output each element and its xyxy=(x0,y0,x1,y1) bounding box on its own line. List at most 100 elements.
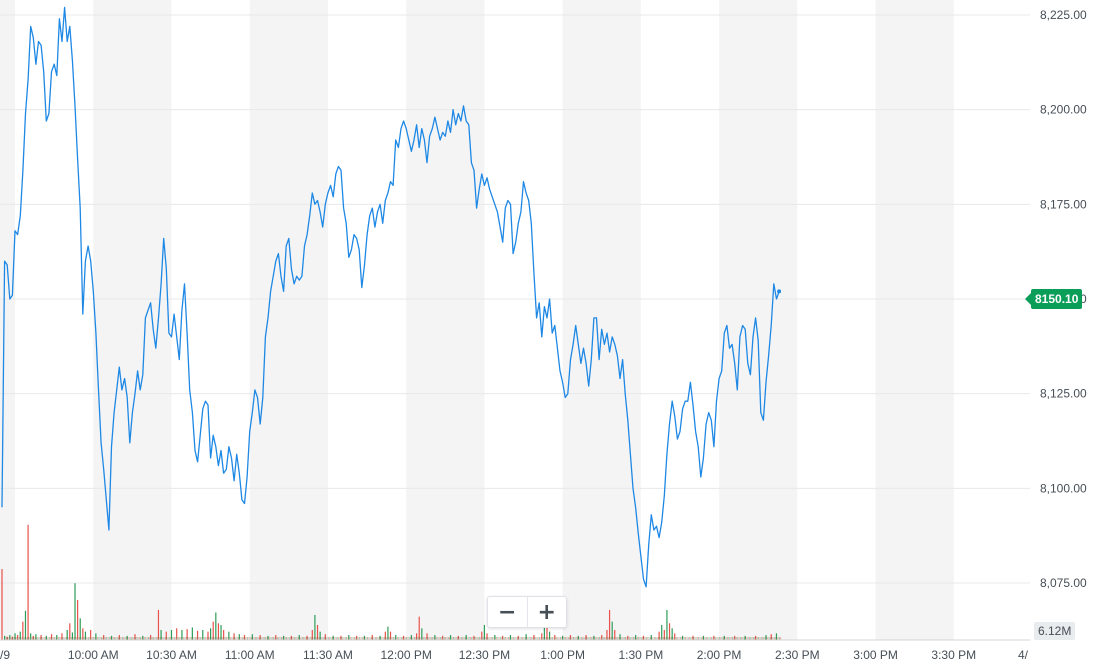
volume-bar xyxy=(95,633,97,640)
zoom-in-button[interactable]: + xyxy=(526,597,567,627)
volume-bar xyxy=(111,637,113,640)
x-tick-label: 2:00 PM xyxy=(697,648,742,662)
volume-bar xyxy=(316,637,318,640)
volume-bar xyxy=(471,637,473,640)
volume-bar xyxy=(236,637,238,640)
zoom-out-button[interactable]: − xyxy=(498,599,517,625)
volume-bar xyxy=(123,637,125,640)
volume-bar xyxy=(248,637,250,640)
volume-bar xyxy=(153,637,155,640)
volume-bar xyxy=(384,637,385,640)
volume-bar xyxy=(743,637,745,640)
volume-bar xyxy=(646,637,647,640)
volume-bar xyxy=(750,637,752,640)
volume-bar xyxy=(50,637,52,640)
volume-bar xyxy=(611,621,613,640)
volume-bar xyxy=(39,637,41,640)
volume-bar xyxy=(618,637,620,640)
volume-bar xyxy=(165,631,167,640)
volume-bar xyxy=(11,637,12,640)
volume-bar xyxy=(699,637,701,640)
volume-bar xyxy=(176,628,178,640)
volume-bar xyxy=(42,637,44,640)
volume-bar xyxy=(519,637,521,640)
volume-bar xyxy=(666,637,668,640)
volume-bar xyxy=(400,637,402,640)
volume-bar xyxy=(61,633,63,640)
volume-bar xyxy=(604,637,606,640)
volume-bar xyxy=(376,637,377,640)
volume-bar xyxy=(524,637,526,640)
volume-bar xyxy=(72,637,74,640)
volume-bar xyxy=(523,637,525,640)
volume-bar xyxy=(652,637,654,640)
volume-bar xyxy=(734,635,736,640)
price-line xyxy=(1,6,780,588)
volume-bar xyxy=(636,637,638,640)
volume-bar xyxy=(464,637,466,640)
volume-bar xyxy=(694,637,696,640)
price-series xyxy=(1,6,782,588)
volume-bar xyxy=(305,637,307,640)
volume-bar xyxy=(721,637,723,640)
volume-bar xyxy=(105,637,106,640)
volume-bar xyxy=(571,637,573,640)
volume-bar xyxy=(208,637,209,640)
volume-bar xyxy=(443,637,445,640)
volume-bar xyxy=(579,637,581,640)
volume-bar xyxy=(690,637,692,640)
volume-bar xyxy=(503,637,505,640)
volume-bar xyxy=(599,637,600,640)
volume-bar xyxy=(174,637,175,640)
volume-bar xyxy=(361,637,363,640)
volume-bar xyxy=(742,637,744,640)
volume-bar xyxy=(335,637,337,640)
volume-bar xyxy=(769,637,771,640)
volume-bar xyxy=(415,637,417,640)
volume-bar xyxy=(119,637,121,640)
volume-bar xyxy=(168,637,170,640)
volume-bar xyxy=(251,634,253,640)
volume-bar xyxy=(286,637,288,640)
volume-bar xyxy=(720,637,722,640)
volume-bar xyxy=(663,629,665,640)
volume-bar xyxy=(489,637,491,640)
volume-bar xyxy=(620,637,621,640)
volume-bar xyxy=(556,637,557,640)
volume-bar xyxy=(527,637,529,640)
volume-bar xyxy=(709,637,711,640)
volume-bar xyxy=(214,637,216,640)
volume-bar xyxy=(528,637,530,640)
volume-bar xyxy=(219,637,221,640)
volume-bar xyxy=(601,637,603,640)
volume-bar xyxy=(606,637,608,640)
volume-bar xyxy=(541,633,543,640)
volume-bar xyxy=(127,637,128,640)
volume-bar xyxy=(447,637,449,640)
volume-bar xyxy=(188,637,190,640)
volume-bar xyxy=(639,637,641,640)
volume-bar xyxy=(154,637,156,640)
volume-bar xyxy=(56,634,58,640)
volume-bar xyxy=(483,637,484,640)
volume-bar xyxy=(197,637,199,640)
volume-bar xyxy=(389,637,391,640)
volume-bar xyxy=(685,637,686,640)
volume-bar xyxy=(235,637,237,640)
volume-bar xyxy=(223,637,225,640)
x-tick-label: 1:00 PM xyxy=(540,648,585,662)
volume-bar xyxy=(449,637,451,640)
volume-bar xyxy=(269,637,271,640)
volume-bar xyxy=(410,637,411,640)
volume-bar xyxy=(627,635,629,640)
volume-bar xyxy=(132,637,134,640)
volume-bar xyxy=(406,637,407,640)
volume-bar xyxy=(514,637,516,640)
zoom-controls: − + xyxy=(487,596,567,628)
volume-bar xyxy=(81,637,83,640)
volume-bar xyxy=(115,637,117,640)
volume-bar xyxy=(660,637,662,640)
volume-bar xyxy=(460,637,462,640)
time-band xyxy=(93,0,172,640)
